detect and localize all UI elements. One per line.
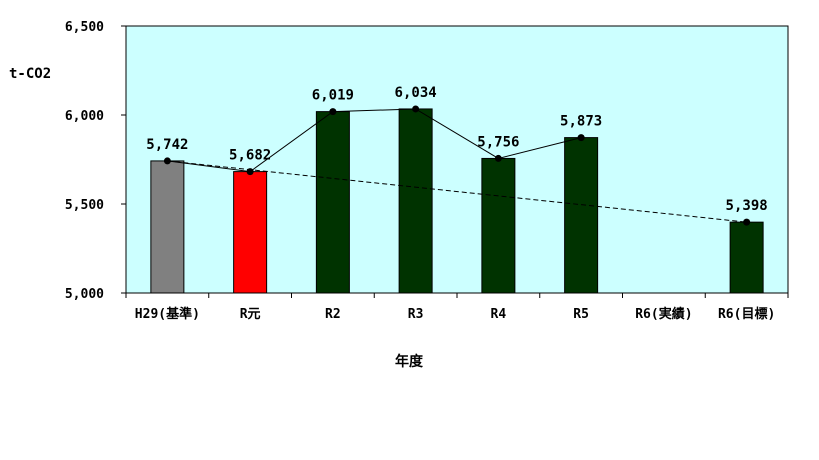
- x-tick-label-1: R元: [240, 307, 261, 322]
- x-axis-title: 年度: [395, 353, 424, 370]
- data-point-4: [494, 154, 502, 162]
- bar-3: [398, 108, 433, 294]
- labels-group: 5,742 5,682 6,019 6,034 5,756 5,873 5,398: [146, 85, 767, 214]
- data-label-0: 5,742: [146, 137, 188, 153]
- data-label-5: 5,873: [560, 114, 602, 130]
- x-tick-label-3: R3: [408, 307, 424, 322]
- bar-4: [481, 157, 516, 294]
- bar-5: [564, 137, 599, 294]
- y-tick-label-3: 6,500: [65, 20, 104, 35]
- data-label-2: 6,019: [312, 88, 354, 104]
- y-tick-label-1: 5,500: [65, 198, 104, 213]
- y-tick-label-2: 6,000: [65, 109, 104, 124]
- y-tick-label-0: 5,000: [65, 287, 104, 302]
- data-point-5: [577, 134, 585, 142]
- bar-0: [150, 160, 185, 294]
- data-label-4: 5,756: [477, 134, 519, 150]
- bar-2: [315, 111, 350, 294]
- data-point-0: [163, 157, 171, 165]
- x-tick-label-5: R5: [573, 307, 589, 322]
- lines-group: [163, 105, 751, 226]
- data-label-3: 6,034: [395, 85, 437, 101]
- plot-area: [125, 25, 789, 294]
- bar-7: [729, 221, 764, 294]
- data-point-1: [246, 168, 254, 176]
- data-point-7: [743, 218, 751, 226]
- data-point-3: [412, 105, 420, 113]
- data-label-7: 5,398: [726, 198, 768, 214]
- x-tick-label-2: R2: [325, 307, 341, 322]
- data-label-1: 5,682: [229, 148, 271, 164]
- data-point-2: [329, 108, 337, 116]
- y-axis-title: t-CO2: [9, 66, 51, 82]
- x-tick-label-6: R6(実績): [635, 306, 692, 322]
- axes-group: 5,000 5,500 6,000 6,500 H29(基準) R元 R2 R3 R4 R5 R6(…: [65, 20, 789, 322]
- bar-1: [233, 171, 268, 294]
- x-tick-label-7: R6(目標): [718, 306, 775, 322]
- x-tick-label-4: R4: [491, 307, 507, 322]
- trend-line-1: [167, 160, 747, 223]
- x-tick-label-0: H29(基準): [135, 306, 200, 322]
- trend-line-0: [167, 108, 582, 173]
